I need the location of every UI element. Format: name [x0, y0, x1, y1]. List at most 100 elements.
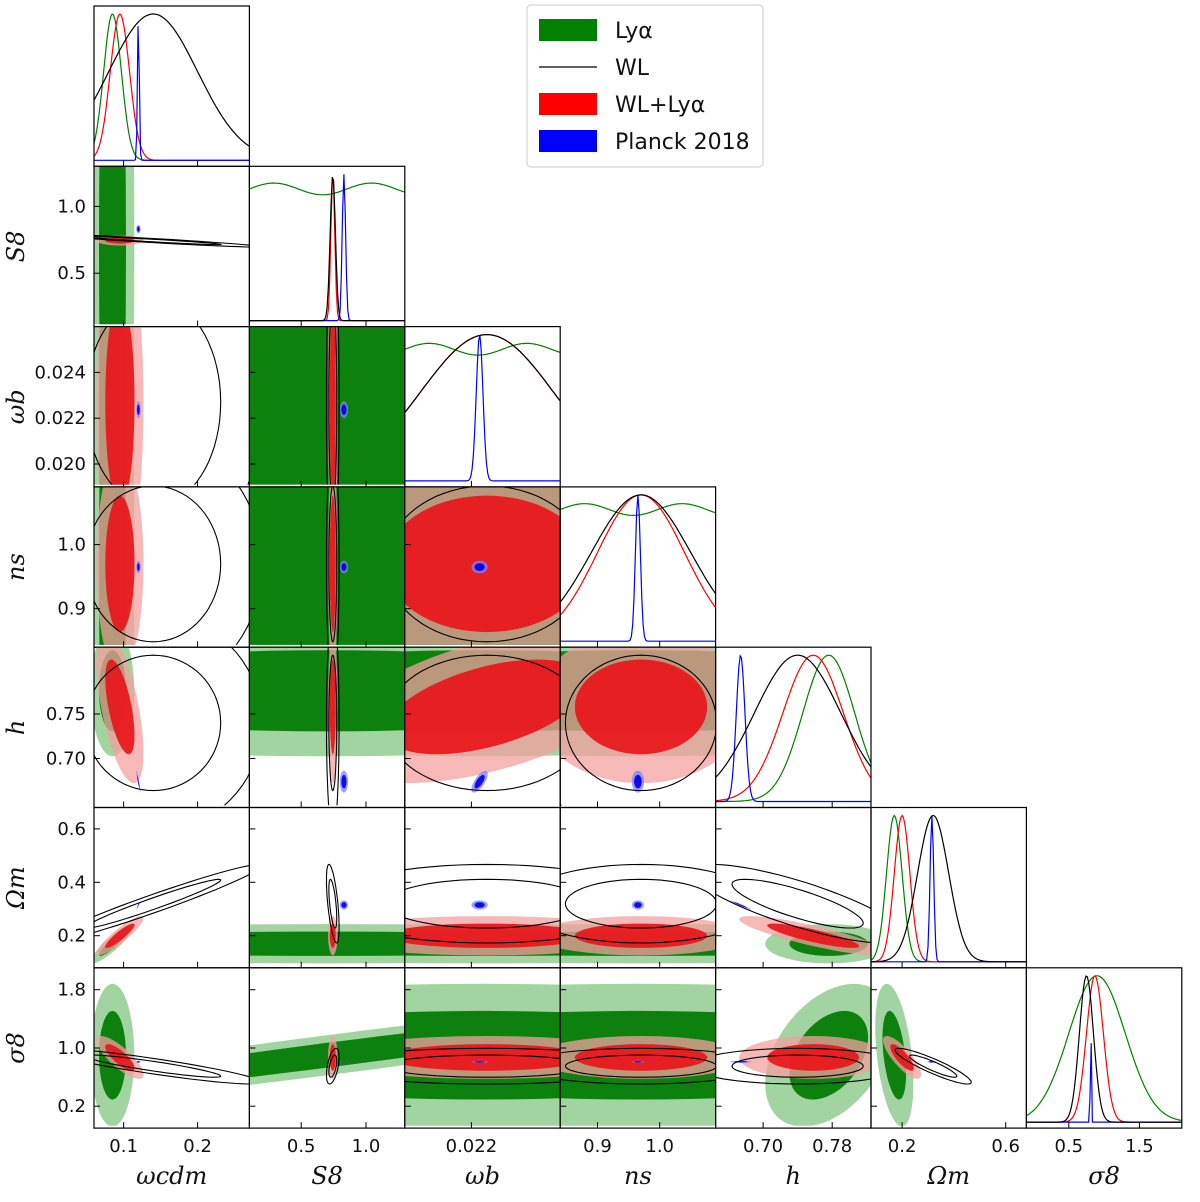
contour-68-wl — [94, 654, 222, 792]
panel-sigma8-vs-omega_cdm: 0.1 0.2 ωcdm 0.2 1.0 1.8 σ8 — [2, 967, 250, 1190]
contour-68-planck-2018 — [634, 774, 642, 789]
legend-label: Lyα — [615, 19, 653, 44]
contour-68-wl-ly- — [574, 923, 708, 948]
contour-68-planck-2018 — [137, 563, 140, 571]
panel-sigma8-vs-sigma8: 0.5 1.5σ8 — [1025, 967, 1183, 1190]
panel-sigma8-vs-S8: 0.5 1.0 S8 — [248, 967, 406, 1190]
x-tick-label: 0.5 — [287, 1136, 316, 1157]
marginal-curve-ly- — [1026, 975, 1182, 1122]
contour-68-planck-2018 — [137, 902, 140, 908]
x-tick-label: 1.0 — [352, 1136, 381, 1157]
contour-95-wl — [894, 1047, 972, 1085]
contour-95-wl — [560, 1047, 716, 1085]
contour-68-planck-2018 — [734, 902, 748, 908]
x-axis-label-omega_b: ωb — [465, 1162, 500, 1190]
panel-frame — [870, 806, 1027, 969]
panel-sigma8-vs-h: 0.70 0.78 h — [714, 967, 872, 1190]
legend-label: Planck 2018 — [615, 130, 750, 155]
x-tick-label: 0.5 — [1054, 1136, 1083, 1157]
contour-95-wl — [94, 1050, 249, 1085]
contour-95-wl — [715, 863, 871, 943]
contour-68-wl-ly- — [767, 1044, 860, 1071]
marginal-curve-planck-2018 — [404, 335, 560, 482]
x-tick-label: 0.022 — [446, 1136, 498, 1157]
contour-95-wl — [325, 326, 340, 485]
contour-68-wl-ly- — [404, 495, 560, 633]
panel-Omega_m-vs-n_s — [559, 806, 717, 969]
contour-68-planck-2018 — [341, 1061, 347, 1063]
contour-95-wl — [325, 1047, 340, 1085]
x-tick-label: 0.9 — [583, 1136, 612, 1157]
contour-68-wl — [404, 1054, 560, 1078]
legend-swatch — [539, 130, 597, 152]
x-tick-label: 1.5 — [1125, 1136, 1154, 1157]
marginal-curve-wl — [560, 494, 716, 603]
marginal-curve-ly- — [715, 654, 871, 803]
marginal-curve-wl — [871, 814, 1026, 963]
x-axis-label-n_s: ns — [624, 1162, 652, 1190]
contour-68-planck-2018 — [474, 902, 485, 908]
y-tick-label: 1.0 — [57, 535, 86, 556]
contour-68-planck-2018 — [137, 1061, 140, 1063]
contour-68-wl-ly- — [105, 659, 135, 755]
contour-95-wl — [247, 479, 249, 485]
contour-68-planck-2018 — [341, 774, 347, 789]
panel-omega_cdm-vs-omega_cdm — [93, 5, 250, 167]
panel-S8-vs-omega_cdm: 0.5 1.0 S8 — [2, 165, 250, 328]
contour-95-wl — [325, 486, 340, 645]
contour-68-wl-ly- — [105, 923, 135, 948]
marginal-curve-ly- — [560, 503, 716, 516]
contour-68-planck-2018 — [137, 774, 140, 789]
panel-omega_b-vs-S8 — [248, 326, 406, 488]
y-tick-label: 1.0 — [57, 196, 86, 217]
marginal-curve-wl — [404, 334, 560, 413]
panel-sigma8-vs-omega_b: 0.022 ωb — [404, 967, 561, 1190]
contour-95-wl — [235, 486, 249, 645]
x-tick-label: 0.70 — [743, 1136, 783, 1157]
panel-n_s-vs-omega_b — [404, 486, 561, 648]
contour-95-wl — [560, 863, 716, 944]
x-tick-label: 0.1 — [109, 1136, 138, 1157]
panel-n_s-vs-omega_cdm: 0.9 1.0 ns — [2, 486, 250, 648]
y-tick-label: 0.70 — [46, 749, 86, 770]
contour-68-planck-2018 — [474, 774, 485, 789]
contour-68-planck-2018 — [474, 563, 485, 571]
contour-68-wl — [731, 878, 864, 929]
marginal-curve-planck-2018 — [715, 654, 871, 803]
contour-68-planck-2018 — [341, 563, 347, 571]
x-axis-label-S8: S8 — [311, 1162, 343, 1190]
contour-68-wl — [404, 654, 560, 792]
contour-68-wl — [94, 236, 223, 246]
contour-68-planck-2018 — [341, 404, 347, 415]
contour-68-wl — [328, 878, 338, 929]
x-axis-label-h: h — [786, 1162, 801, 1190]
y-tick-label: 0.022 — [34, 408, 86, 429]
y-tick-label: 0.4 — [57, 872, 86, 893]
y-tick-label: 0.2 — [57, 1096, 86, 1117]
contour-68-wl-ly- — [404, 1044, 560, 1071]
marginal-curve-wl — [94, 13, 249, 147]
contour-68-planck-2018 — [137, 404, 140, 415]
legend: Lyα WL WL+Lyα Planck 2018 — [526, 4, 764, 168]
contour-68-wl-ly- — [574, 659, 708, 755]
marginal-curve-wl — [249, 176, 405, 322]
contour-68-wl — [328, 1054, 338, 1078]
x-tick-label: 0.2 — [888, 1136, 917, 1157]
marginal-curve-wl-ly- — [871, 814, 1026, 963]
contour-68-wl-ly- — [404, 923, 560, 948]
contour-68-wl-ly- — [404, 659, 560, 755]
contour-95-wl — [325, 863, 340, 944]
contour-68-planck-2018 — [137, 226, 140, 232]
legend-swatch — [539, 19, 597, 41]
y-tick-label: 0.020 — [34, 454, 86, 475]
contour-95-wl — [715, 1047, 871, 1085]
contour-68-wl — [404, 486, 560, 643]
y-axis-label-S8: S8 — [2, 231, 30, 263]
x-tick-label: 0.78 — [812, 1136, 852, 1157]
contour-68-ly- — [249, 1033, 405, 1078]
legend-swatch — [539, 93, 597, 115]
x-tick-label: 0.2 — [183, 1136, 212, 1157]
marginal-curve-planck-2018 — [1026, 1043, 1182, 1123]
